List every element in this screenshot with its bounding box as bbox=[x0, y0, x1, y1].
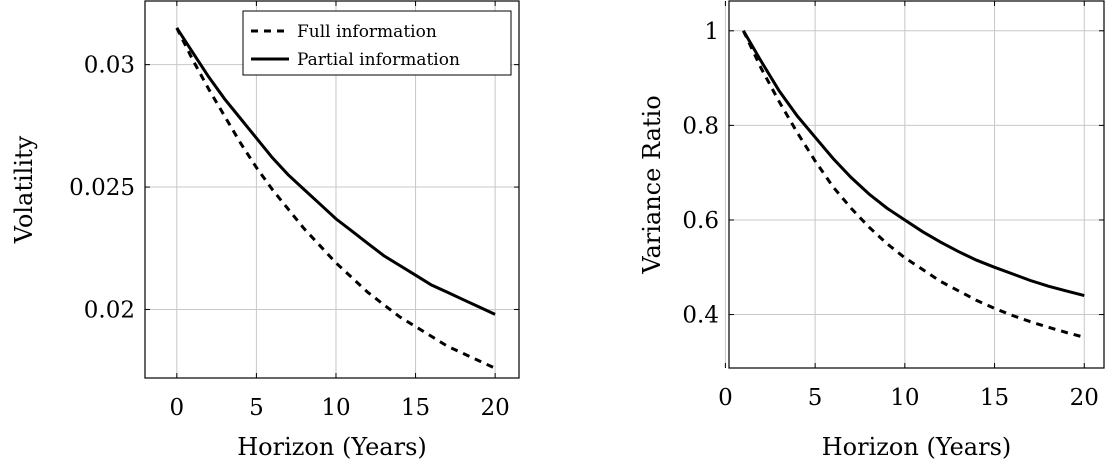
x-tick-label: 15 bbox=[980, 385, 1009, 411]
x-tick-label: 0 bbox=[170, 395, 185, 421]
y-tick-label: 0.4 bbox=[682, 303, 719, 329]
variance-ratio-plot: 0 5 10 15 20 0.4 0.6 0.8 1 Horizon (Years) Varianc… bbox=[638, 0, 1105, 461]
x-tick-label: 20 bbox=[480, 395, 509, 421]
y-tick-label: 0.03 bbox=[84, 53, 135, 79]
full-information-line bbox=[175, 27, 496, 370]
x-tick-label: 10 bbox=[321, 395, 350, 421]
legend-label: Partial information bbox=[297, 50, 460, 70]
x-tick-label: 0 bbox=[718, 385, 733, 411]
x-tick-label: 10 bbox=[890, 385, 919, 411]
y-axis-label: Volatility bbox=[10, 135, 38, 244]
plot-frame bbox=[144, 0, 520, 379]
partial-information-line bbox=[175, 27, 496, 316]
y-axis-label: Variance Ratio bbox=[638, 95, 666, 274]
plot-frame bbox=[728, 0, 1105, 369]
x-tick-label: 5 bbox=[808, 385, 823, 411]
x-axis-label: Horizon (Years) bbox=[237, 433, 427, 461]
full-information-line bbox=[742, 30, 1085, 339]
partial-information-line bbox=[742, 30, 1085, 298]
volatility-plot: 0 5 10 15 20 0.02 0.025 0.03 Horizon (Years) Vola… bbox=[10, 0, 520, 461]
legend-label: Full information bbox=[297, 22, 437, 42]
legend: Full information Partial information bbox=[242, 10, 512, 76]
x-tick-label: 5 bbox=[249, 395, 264, 421]
y-tick-label: 0.6 bbox=[682, 208, 719, 234]
x-tick-label: 15 bbox=[401, 395, 430, 421]
legend-box bbox=[242, 10, 512, 76]
y-tick-label: 0.8 bbox=[682, 113, 719, 139]
x-tick-label: 20 bbox=[1070, 385, 1099, 411]
y-tick-label: 0.025 bbox=[69, 175, 135, 201]
y-tick-label: 0.02 bbox=[84, 297, 135, 323]
y-tick-label: 1 bbox=[704, 19, 719, 45]
x-axis-label: Horizon (Years) bbox=[822, 433, 1012, 461]
